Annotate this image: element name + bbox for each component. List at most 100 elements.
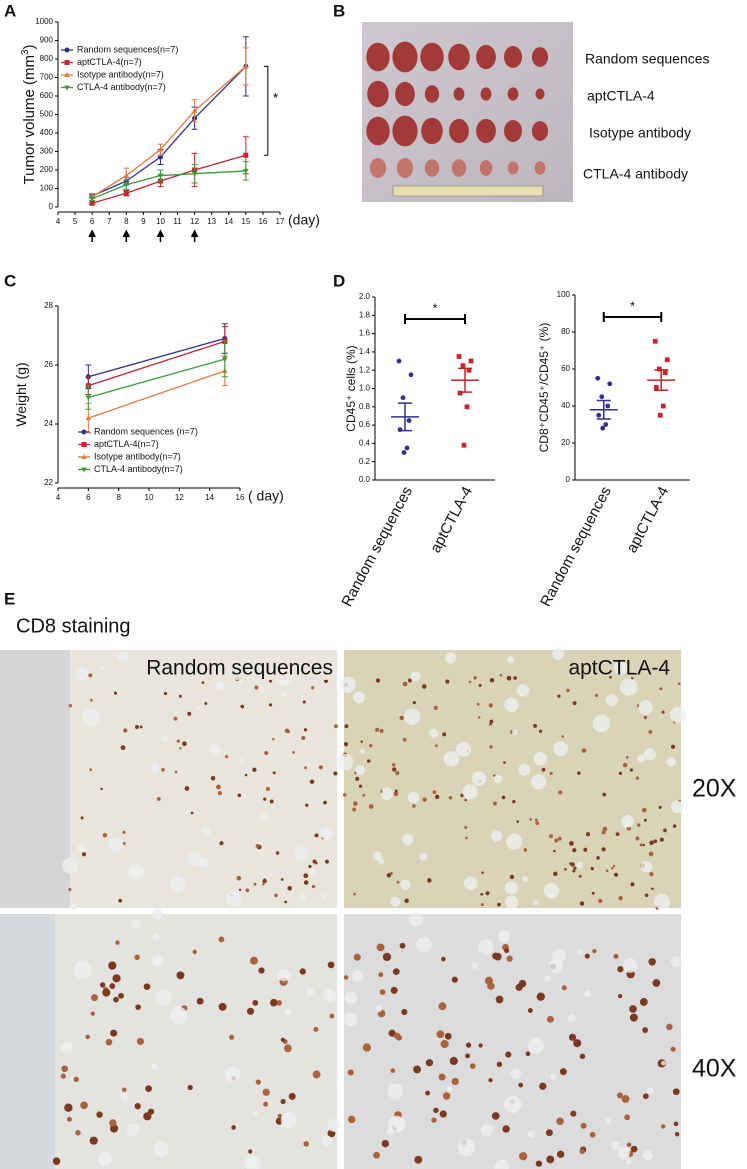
marker xyxy=(603,422,609,427)
vacuole xyxy=(503,1095,522,1114)
stained-cell xyxy=(324,859,329,864)
tumor xyxy=(449,118,469,144)
stained-cell xyxy=(431,1117,437,1123)
vacuole xyxy=(170,1006,188,1025)
vacuole xyxy=(446,1086,453,1093)
stained-cell xyxy=(546,1155,555,1164)
stained-cell xyxy=(618,771,623,775)
stained-cell xyxy=(342,793,347,797)
stained-cell xyxy=(591,891,595,895)
stained-cell xyxy=(487,982,495,990)
significance-star: * xyxy=(273,90,279,106)
y-tick-label: 0.8 xyxy=(359,402,371,411)
series-line xyxy=(88,370,226,419)
treatment-arrow xyxy=(156,229,165,242)
marker xyxy=(81,429,87,435)
marker xyxy=(64,72,70,77)
tumor xyxy=(531,47,549,67)
stained-cell xyxy=(573,1039,582,1048)
stained-cell xyxy=(246,1007,255,1015)
stained-cell xyxy=(192,949,197,955)
stained-cell xyxy=(670,744,676,749)
stained-cell xyxy=(323,800,327,805)
marker xyxy=(396,358,402,364)
vacuole xyxy=(150,764,159,773)
stained-cell xyxy=(653,839,658,844)
marker xyxy=(81,442,87,447)
stained-cell xyxy=(402,737,407,742)
y-tick-label: 100 xyxy=(557,290,571,299)
vacuole xyxy=(666,757,676,767)
stained-cell xyxy=(629,1005,637,1013)
stained-cell xyxy=(661,710,665,714)
stained-cell xyxy=(639,998,648,1006)
stained-cell xyxy=(670,1046,676,1052)
vacuole xyxy=(73,961,91,979)
significance-star: * xyxy=(630,298,635,313)
vacuole xyxy=(75,667,89,681)
x-tick-label: 15 xyxy=(241,217,250,226)
column-label: Random sequences xyxy=(146,657,333,680)
stained-cell xyxy=(538,729,543,733)
stained-cell xyxy=(399,715,404,721)
stained-cell xyxy=(644,893,649,897)
stained-cell xyxy=(382,952,392,962)
stained-cell xyxy=(399,942,406,949)
vacuole xyxy=(445,652,456,664)
stained-cell xyxy=(390,986,398,994)
legend-label: CTLA-4 antibody(n=7) xyxy=(77,82,166,92)
stained-cell xyxy=(553,871,558,877)
stained-cell xyxy=(425,1090,431,1096)
stained-cell xyxy=(546,1015,554,1023)
stained-cell xyxy=(613,953,619,959)
stained-cell xyxy=(652,979,661,987)
stained-cell xyxy=(659,837,664,842)
vacuole xyxy=(640,860,653,873)
stained-cell xyxy=(143,983,151,990)
vacuole xyxy=(584,990,591,998)
vacuole xyxy=(327,1119,341,1132)
stained-cell xyxy=(218,1002,227,1011)
marker xyxy=(85,395,92,401)
vacuole xyxy=(380,787,394,801)
stained-cell xyxy=(495,995,504,1004)
stained-cell xyxy=(312,1070,321,1079)
stained-cell xyxy=(494,952,502,961)
stained-cell xyxy=(373,1151,381,1159)
stained-cell xyxy=(391,763,396,767)
stained-cell xyxy=(303,873,309,879)
y-tick-label: 40 xyxy=(561,401,570,410)
y-axis-label-part: 3 xyxy=(20,50,31,55)
stained-cell xyxy=(196,997,204,1005)
y-tick-label: 60 xyxy=(561,364,570,373)
stained-cell xyxy=(156,796,161,801)
stained-cell xyxy=(204,702,208,705)
marker xyxy=(243,152,249,158)
cell-stains xyxy=(52,648,687,1169)
tumor xyxy=(534,161,546,175)
x-tick-label: Random sequences xyxy=(338,484,416,610)
stained-cell xyxy=(572,701,577,706)
marker xyxy=(607,381,613,387)
stained-cell xyxy=(460,793,464,798)
tumor xyxy=(448,43,470,71)
vacuole xyxy=(429,728,439,738)
stained-cell xyxy=(488,1078,493,1083)
stained-cell xyxy=(534,818,538,822)
stained-cell xyxy=(569,841,574,846)
vacuole xyxy=(354,765,366,776)
stained-cell xyxy=(343,975,349,980)
vacuole xyxy=(507,656,515,664)
stained-cell xyxy=(548,834,553,839)
stained-cell xyxy=(598,899,603,904)
stained-cell xyxy=(666,1023,673,1031)
vacuole xyxy=(530,774,547,790)
vacuole xyxy=(344,991,358,1004)
vacuole xyxy=(249,1159,260,1169)
vacuole xyxy=(527,1037,544,1054)
stained-cell xyxy=(187,1084,193,1091)
stained-cell xyxy=(558,790,563,795)
stained-cell xyxy=(176,739,180,743)
vacuole xyxy=(238,679,244,685)
